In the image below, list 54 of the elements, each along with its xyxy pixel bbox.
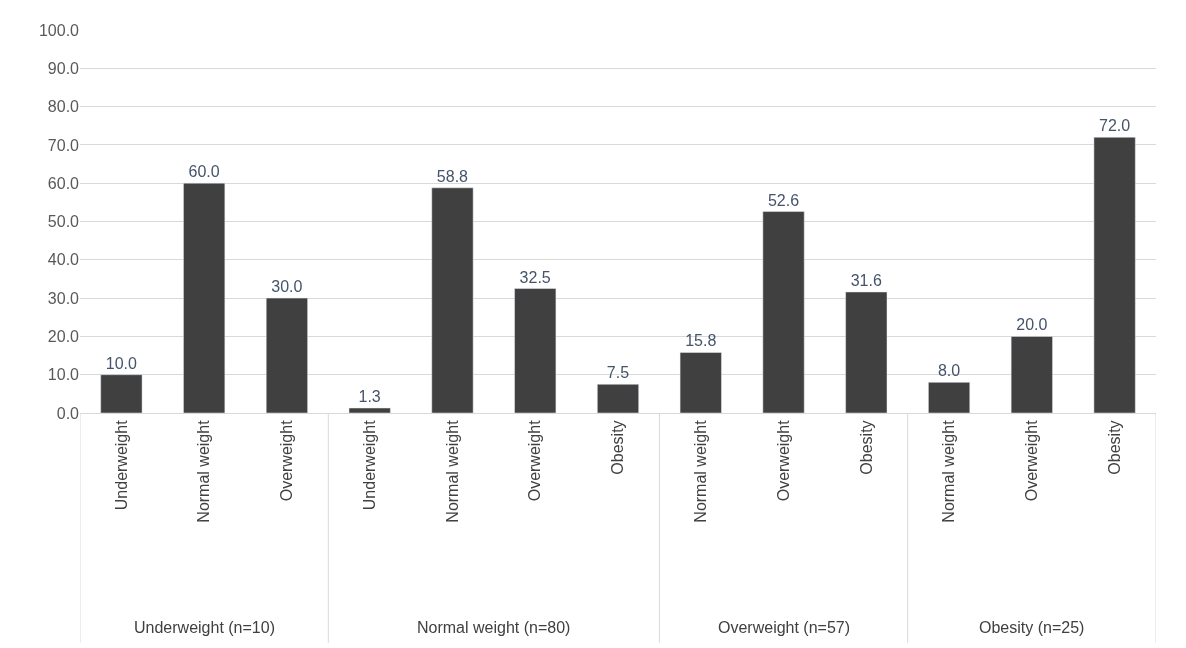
y-tick-label: 80.0 bbox=[47, 98, 80, 116]
bar bbox=[679, 352, 722, 413]
data-label: 15.8 bbox=[685, 332, 717, 350]
y-tick-label: 10.0 bbox=[47, 366, 80, 384]
x-tick-label: Normal weight bbox=[691, 419, 709, 523]
x-tick-label: Overweight bbox=[278, 419, 296, 502]
y-tick-label: 60.0 bbox=[47, 174, 80, 192]
x-tick-label: Overweight bbox=[774, 419, 792, 502]
bar bbox=[1010, 336, 1053, 413]
y-tick-label: 30.0 bbox=[47, 289, 80, 307]
bar bbox=[845, 291, 888, 413]
data-label: 72.0 bbox=[1098, 117, 1131, 135]
y-tick-label: 40.0 bbox=[47, 251, 80, 269]
x-tick-label: Obesity bbox=[609, 420, 627, 475]
y-tick-label: 0.0 bbox=[56, 404, 80, 422]
y-tick-label: 100.0 bbox=[38, 21, 80, 39]
text: Normal weight (n=80) bbox=[417, 619, 571, 636]
x-tick-label: Normal weight bbox=[195, 419, 213, 523]
x-tick-label: Normal weight bbox=[940, 419, 958, 523]
data-label: 31.6 bbox=[850, 271, 882, 289]
data-label: 30.0 bbox=[271, 278, 303, 296]
text: Underweight (n=10) bbox=[134, 619, 275, 636]
bar bbox=[183, 182, 226, 413]
x-tick-label: Normal weight bbox=[443, 419, 461, 523]
bar bbox=[100, 374, 143, 413]
bar bbox=[762, 211, 805, 413]
x-tick-label: Underweight bbox=[360, 419, 378, 511]
data-label: 10.0 bbox=[105, 354, 138, 372]
y-tick-label: 90.0 bbox=[47, 59, 80, 77]
data-label: 60.0 bbox=[188, 163, 220, 181]
bar bbox=[928, 382, 971, 413]
bar bbox=[597, 384, 639, 413]
bar bbox=[1093, 136, 1136, 413]
x-tick-label: Underweight bbox=[112, 419, 130, 511]
bar bbox=[431, 187, 474, 413]
y-tick-label: 20.0 bbox=[47, 328, 80, 345]
data-label: 32.5 bbox=[519, 268, 551, 286]
data-label: 1.3 bbox=[358, 388, 381, 406]
text: Obesity (n=25) bbox=[979, 619, 1085, 636]
x-tick-label: Overweight bbox=[526, 419, 544, 502]
x-tick-label: Obesity bbox=[1105, 420, 1123, 475]
data-label: 58.8 bbox=[436, 167, 469, 185]
y-tick-label: 50.0 bbox=[47, 213, 80, 231]
x-tick-label: Obesity bbox=[857, 420, 875, 475]
data-label: 7.5 bbox=[606, 364, 630, 382]
bar bbox=[514, 288, 557, 413]
data-label: 8.0 bbox=[937, 362, 961, 380]
data-label: 52.6 bbox=[767, 191, 800, 209]
y-tick-label: 70.0 bbox=[47, 136, 80, 154]
text: Overweight (n=57) bbox=[718, 619, 851, 636]
bar bbox=[348, 407, 391, 413]
data-label: 20.0 bbox=[1016, 316, 1048, 334]
bar bbox=[265, 297, 308, 413]
x-tick-label: Overweight bbox=[1023, 419, 1041, 502]
